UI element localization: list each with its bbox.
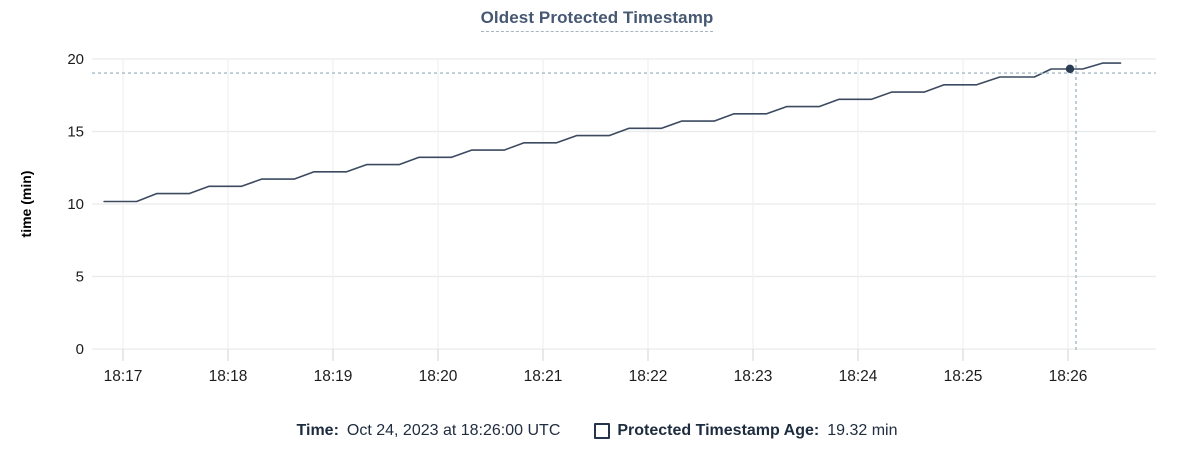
y-tick-label: 20	[67, 51, 84, 68]
legend-series-label: Protected Timestamp Age:	[617, 422, 820, 439]
series-toggle-checkbox[interactable]	[594, 423, 611, 439]
y-tick-label: 0	[76, 341, 84, 358]
chart-legend: Time: Oct 24, 2023 at 18:26:00 UTC Prote…	[0, 421, 1194, 441]
y-tick-label: 10	[67, 196, 84, 213]
y-tick-label: 15	[67, 124, 84, 141]
legend-time-item: Time: Oct 24, 2023 at 18:26:00 UTC	[297, 421, 561, 441]
x-tick-label: 18:24	[839, 368, 878, 385]
legend-series-value: 19.32 min	[827, 422, 898, 439]
hover-data-point	[1065, 64, 1075, 74]
legend-time-value: Oct 24, 2023 at 18:26:00 UTC	[346, 422, 561, 439]
x-tick-label: 18:17	[104, 368, 143, 385]
line-chart-plot-area[interactable]: 0 5 10 15 20 18:17 18:18 18:19 18:20 18:21 18:22 18…	[0, 0, 1194, 400]
x-tick-label: 18:18	[209, 368, 248, 385]
x-tick-label: 18:25	[944, 368, 983, 385]
x-tick-label: 18:21	[524, 368, 563, 385]
legend-series-item[interactable]: Protected Timestamp Age: 19.32 min	[594, 421, 897, 441]
x-tick-label: 18:22	[629, 368, 668, 385]
series-line	[103, 62, 1122, 203]
y-tick-label: 5	[76, 269, 84, 286]
legend-time-label: Time:	[296, 422, 339, 439]
x-tick-label: 18:20	[419, 368, 458, 385]
x-tick-label: 18:23	[734, 368, 773, 385]
chart-title-row: Oldest Protected Timestamp	[0, 8, 1194, 32]
y-axis-label: time (min)	[18, 171, 34, 238]
x-tick-label: 18:26	[1049, 368, 1088, 385]
chart-title[interactable]: Oldest Protected Timestamp	[480, 8, 714, 32]
x-tick-label: 18:19	[314, 368, 353, 385]
